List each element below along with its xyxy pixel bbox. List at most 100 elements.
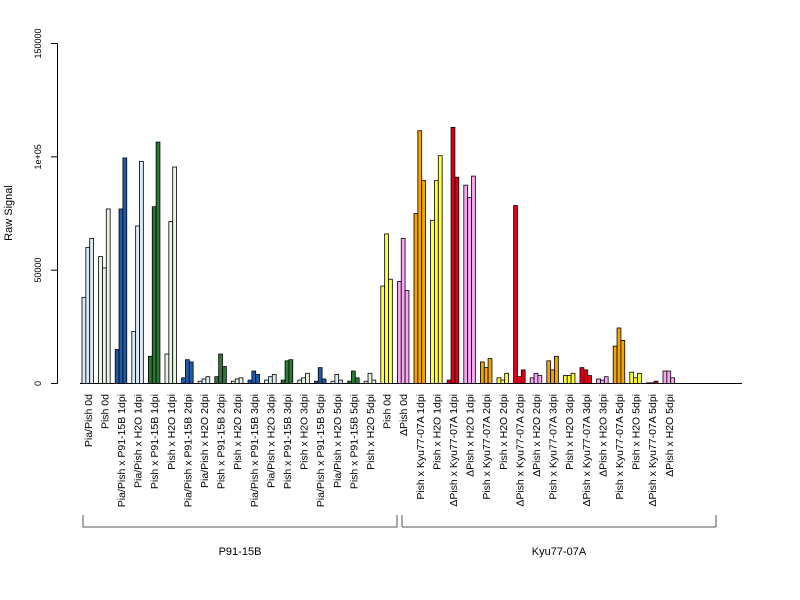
bars — [81, 126, 675, 384]
bar — [234, 378, 240, 384]
bar — [570, 372, 576, 384]
bar — [271, 374, 277, 384]
bar — [533, 372, 539, 384]
bar — [413, 213, 419, 384]
x-tick-label: Pish x H2O 3dpi — [299, 394, 311, 470]
bar — [131, 330, 137, 384]
y-axis: 0 50000 1e+05 150000 — [33, 28, 58, 386]
bar — [105, 208, 111, 384]
x-tick-label: Pia/Pish 0d — [83, 394, 95, 447]
x-tick-label: Pish x P91-15B 3dpi — [282, 394, 294, 489]
x-tick-label: Pish x P91-15B 1dpi — [149, 394, 161, 489]
bar — [247, 379, 253, 384]
x-tick-label: ΔPish x H2O 5dpi — [664, 394, 676, 477]
bar — [255, 374, 260, 384]
bar — [251, 370, 257, 384]
bar — [554, 355, 559, 384]
bar — [230, 380, 236, 384]
bar — [135, 225, 140, 384]
x-tick-label: ΔPish 0d — [398, 394, 410, 436]
bar — [264, 379, 269, 384]
bar — [400, 238, 406, 384]
bar — [463, 184, 469, 384]
bar — [301, 377, 306, 384]
bar — [587, 375, 592, 384]
y-tick-label: 0 — [33, 381, 43, 386]
bar — [550, 369, 555, 384]
x-tick-label: Pia/Pish x H2O 5dpi — [332, 394, 344, 488]
bar — [483, 367, 489, 384]
bar — [313, 380, 319, 384]
bar — [616, 327, 622, 384]
x-tick-label: Pish x H2O 3dpi — [564, 394, 576, 470]
bar — [118, 208, 124, 384]
bar — [147, 355, 153, 384]
x-tick-label: Pia/Pish x P91-15B 5dpi — [315, 394, 327, 507]
bar — [164, 353, 170, 384]
bar — [181, 377, 186, 384]
bar — [421, 180, 426, 384]
x-tick-label: Pish x Kyu77-07A 1dpi — [415, 394, 427, 500]
x-tick-label: Pish x H2O 1dpi — [166, 394, 178, 470]
bar — [417, 130, 423, 384]
bar — [566, 375, 572, 384]
x-tick-label: Pish x H2O 5dpi — [631, 394, 643, 470]
x-tick-label: ΔPish x Kyu77-07A 2dpi — [514, 394, 526, 507]
x-tick-label: Pish x P91-15B 2dpi — [216, 394, 228, 489]
bar — [500, 379, 506, 384]
bar — [268, 376, 273, 384]
bar — [603, 376, 609, 384]
bar — [330, 380, 336, 384]
bar — [354, 377, 360, 384]
bar — [81, 296, 87, 384]
x-tick-label: Pia/Pish x H2O 1dpi — [133, 394, 145, 488]
x-tick-label: Pish x H2O 1dpi — [431, 394, 443, 470]
bar — [102, 267, 107, 384]
y-axis-label: Raw Signal — [3, 185, 15, 241]
bar — [214, 376, 220, 384]
x-tick-label: Pish x Kyu77-07A 3dpi — [548, 394, 560, 500]
bar — [517, 376, 522, 384]
bar — [155, 141, 161, 384]
x-tick-label: ΔPish x Kyu77-07A 1dpi — [448, 394, 460, 507]
bar — [600, 379, 605, 384]
x-tick-label: ΔPish x Kyu77-07A 3dpi — [581, 394, 593, 507]
x-tick-label: ΔPish x Kyu77-07A 5dpi — [647, 394, 659, 507]
bar — [222, 366, 227, 384]
bar — [297, 379, 303, 384]
bar — [529, 377, 535, 384]
bar — [471, 175, 476, 384]
bar — [363, 380, 369, 384]
x-tick-label: Pish x P91-15B 5dpi — [348, 394, 360, 489]
bar — [546, 360, 552, 384]
x-tick-label: Pish x Kyu77-07A 5dpi — [614, 394, 626, 500]
bar — [579, 367, 585, 384]
bar — [85, 247, 91, 384]
bar — [218, 353, 223, 384]
bar — [637, 372, 642, 384]
x-tick-label: Pish x Kyu77-07A 2dpi — [481, 394, 493, 500]
bar — [114, 349, 120, 384]
bar — [172, 166, 177, 384]
x-tick-label: Pish x H2O 2dpi — [232, 394, 244, 470]
x-tick-label: Pia/Pish x P91-15B 3dpi — [249, 394, 261, 507]
bar — [185, 359, 190, 384]
bar — [321, 378, 327, 384]
bar — [537, 375, 543, 384]
bar — [620, 340, 626, 384]
x-tick-label: Pish x H2O 2dpi — [498, 394, 510, 470]
bar — [487, 358, 493, 384]
bar — [496, 377, 502, 384]
bar — [430, 219, 435, 384]
bar — [284, 360, 290, 384]
bar — [629, 371, 635, 384]
bar — [446, 379, 452, 384]
bar — [404, 290, 410, 384]
x-tick-label: ΔPish x H2O 2dpi — [531, 394, 543, 477]
bar — [670, 377, 675, 384]
group-label: P91-15B — [219, 546, 262, 558]
bar — [201, 378, 207, 384]
x-tick-label: ΔPish x H2O 3dpi — [597, 394, 609, 477]
bar — [122, 157, 128, 384]
